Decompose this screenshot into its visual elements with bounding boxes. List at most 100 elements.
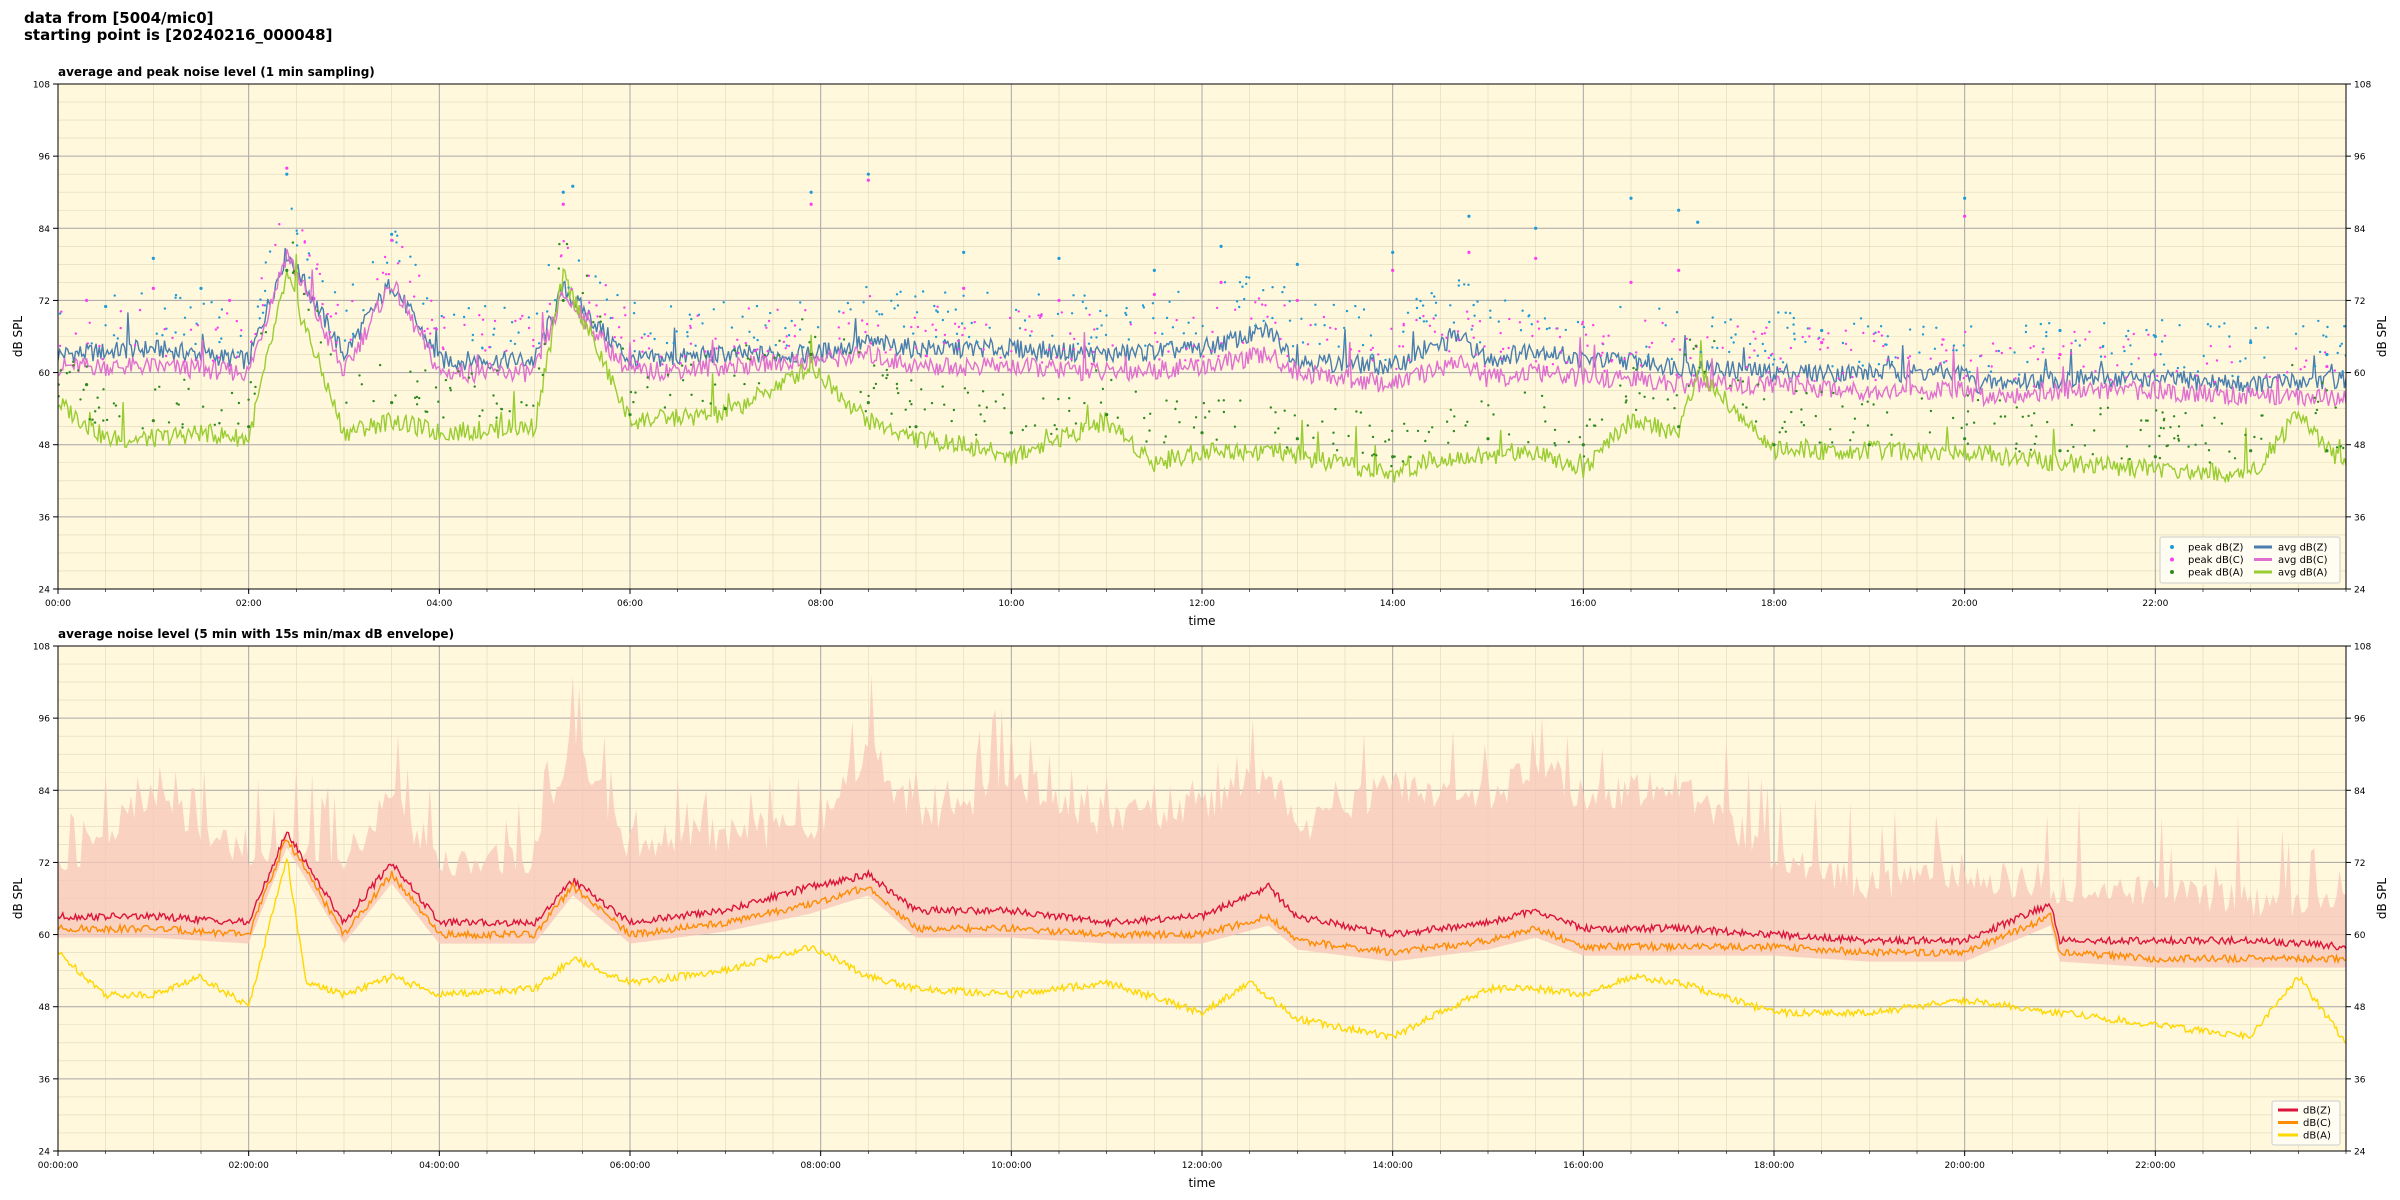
y-tick-label: 96 [39,715,51,725]
scatter-point [2322,334,2325,337]
scatter-point [999,356,1002,359]
scatter-point [2024,330,2028,334]
scatter-point [730,326,734,329]
legend-label: avg dB(Z) [2278,543,2328,554]
scatter-point [688,313,691,316]
scatter-point [1192,316,1195,319]
scatter-point [689,326,692,330]
scatter-point [679,362,682,365]
scatter-point [495,402,498,405]
scatter-point [1431,426,1434,429]
scatter-point [2294,332,2298,335]
scatter-point [2024,324,2028,327]
scatter-point [1300,317,1303,320]
scatter-point [782,340,786,344]
scatter-point [1337,345,1340,348]
scatter-point [1215,306,1219,310]
scatter-point [1519,329,1523,332]
scatter-point [1664,324,1667,327]
scatter-point [264,331,268,334]
scatter-point [641,350,644,353]
scatter-point [689,342,693,345]
scatter-point [581,291,584,295]
scatter-point [1551,363,1555,366]
scatter-point [1081,300,1085,304]
scatter-point [1111,344,1114,347]
scatter-point [1781,426,1784,430]
scatter-point [306,258,309,261]
scatter-point [514,319,517,323]
scatter-point [290,207,293,210]
scatter-point [621,347,625,350]
scatter-point [632,400,635,404]
scatter-point [177,403,180,406]
scatter-point [1125,306,1128,310]
scatter-point [1716,346,1719,350]
scatter-point [899,290,902,293]
scatter-point [1184,359,1187,362]
scatter-point [1457,338,1460,341]
scatter-point [2132,332,2135,336]
scatter-point [2215,359,2219,362]
scatter-point [838,337,841,340]
scatter-point [755,304,759,308]
scatter-point [519,317,522,320]
scatter-point [1666,398,1670,401]
scatter-point [1819,348,1822,351]
scatter-point [1492,413,1495,416]
scatter-point [179,296,182,300]
scatter-point [1877,363,1881,366]
scatter-point [1882,344,1885,348]
scatter-point [59,369,62,372]
scatter-point [2015,442,2018,445]
scatter-point [90,342,93,345]
scatter-point [565,242,569,246]
scatter-point [1110,378,1113,382]
scatter-point [620,336,623,339]
scatter-point [1167,350,1170,353]
scatter-point [1433,330,1437,333]
y-tick-label: 96 [2354,715,2366,725]
scatter-point [312,298,316,301]
scatter-point [1531,334,1534,338]
scatter-point [681,379,685,382]
peak-point [1219,244,1223,248]
scatter-point [653,337,656,341]
scatter-point [1543,406,1546,409]
scatter-point [295,229,298,232]
scatter-point [2276,379,2279,382]
scatter-point [1288,300,1291,303]
scatter-point [885,368,888,372]
scatter-point [689,363,693,366]
scatter-point [1202,401,1206,405]
scatter-point [798,328,802,331]
scatter-point [1101,387,1105,391]
scatter-point [690,317,693,321]
scatter-point [1860,403,1864,406]
scatter-point [1084,307,1088,310]
scatter-point [1599,354,1603,357]
scatter-point [957,347,960,351]
scatter-point [1527,441,1530,444]
scatter-point [661,363,664,366]
scatter-point [2102,344,2105,348]
scatter-point [605,298,609,301]
scatter-point [2125,376,2128,379]
scatter-point [746,357,750,360]
scatter-point [2070,342,2073,345]
y-tick-label: 24 [2354,1148,2366,1158]
scatter-point [1831,365,1834,368]
y-tick-label: 108 [33,81,50,91]
scatter-point [278,223,281,226]
scatter-point [567,286,570,289]
scatter-point [1068,397,1071,400]
scatter-point [335,341,338,344]
scatter-point [158,385,161,388]
scatter-point [1658,307,1661,310]
scatter-point [1670,340,1674,343]
scatter-point [1105,314,1108,317]
scatter-point [756,338,759,342]
scatter-point [1768,320,1771,324]
scatter-point [1185,347,1188,350]
scatter-point [1748,342,1752,346]
